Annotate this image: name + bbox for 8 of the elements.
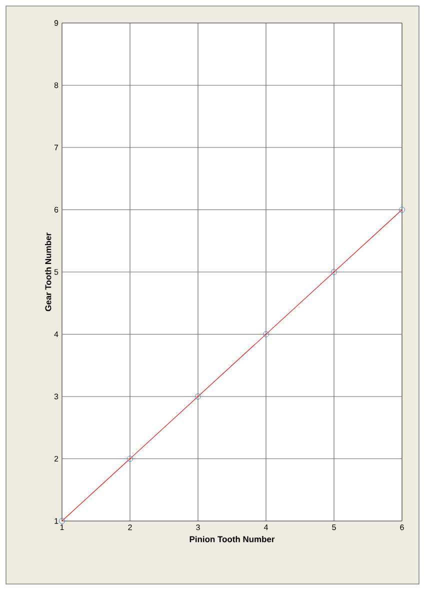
point (398, 206, 406, 213)
point (126, 456, 134, 462)
point (330, 268, 338, 276)
x-axis-title: Pinion Tooth Number (190, 536, 275, 542)
point (262, 331, 270, 338)
point (194, 393, 202, 400)
y-axis-title: Gear Tooth Number (44, 232, 52, 312)
point (58, 518, 66, 524)
